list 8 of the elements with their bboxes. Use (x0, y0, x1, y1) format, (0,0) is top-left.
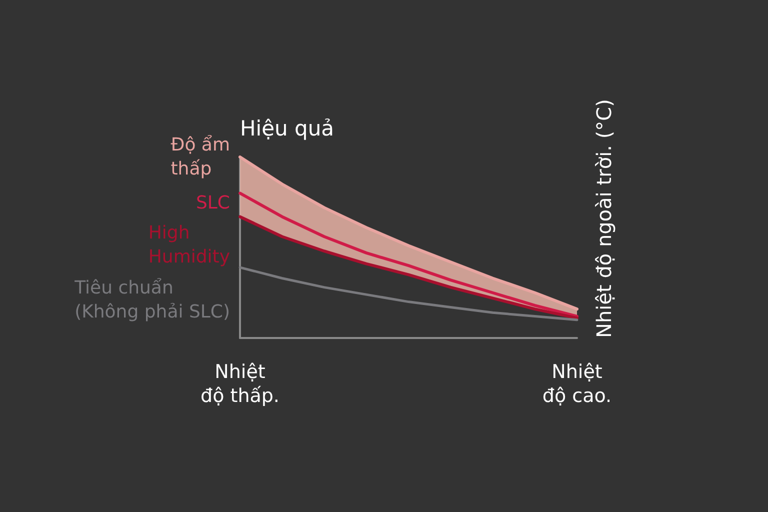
y-axis-title: Hiệu quả (240, 116, 334, 140)
series-label: High Humidity (148, 222, 230, 268)
x-tick-label: Nhiệt độ cao. (542, 361, 612, 407)
text: Nhiệt độ ngoài trời. (°C) (592, 99, 616, 338)
x-tick-label: Nhiệt độ thấp. (200, 361, 280, 407)
series-label: Độ ẩm thấp (170, 134, 230, 180)
series-label: Tiêu chuẩn (Không phải SLC) (74, 278, 230, 322)
series-label: SLC (196, 192, 230, 214)
